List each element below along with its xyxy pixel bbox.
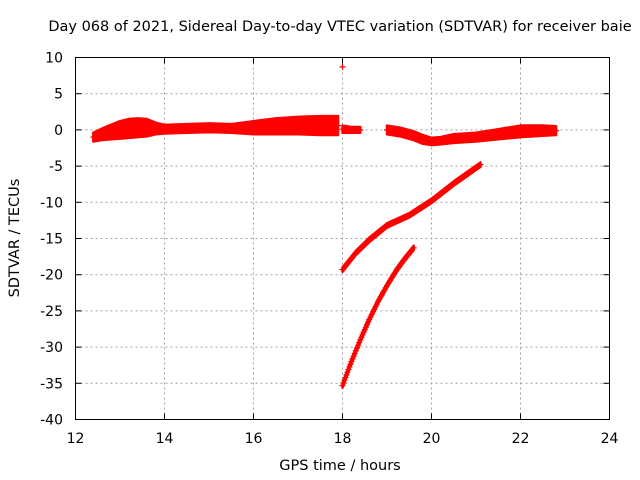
data-point: [357, 126, 364, 133]
chart-title: Day 068 of 2021, Sidereal Day-to-day VTE…: [48, 19, 631, 35]
data-point: [341, 377, 348, 384]
y-axis-label: SDTVAR / TECUs: [7, 179, 23, 298]
data-point: [553, 127, 560, 134]
y-tick-label: -5: [49, 159, 63, 175]
data-point: [353, 345, 360, 352]
y-tick-label: -25: [40, 304, 63, 320]
data-band: [92, 114, 340, 143]
data-point: [402, 130, 409, 137]
y-tick-label: -15: [40, 232, 63, 248]
x-tick-label: 20: [423, 431, 441, 447]
x-tick-label: 24: [601, 431, 619, 447]
data-point: [477, 161, 484, 168]
data-point: [339, 63, 346, 70]
series-band-right: [384, 124, 560, 147]
data-point: [342, 374, 349, 381]
y-tick-label: -35: [40, 376, 63, 392]
data-point: [408, 131, 415, 138]
y-tick-label: 0: [54, 123, 63, 139]
y-tick-label: 5: [54, 87, 63, 103]
y-tick-label: -40: [40, 413, 63, 429]
data-point: [348, 358, 355, 365]
x-tick-label: 22: [512, 431, 530, 447]
data-point: [400, 129, 407, 136]
data-point: [410, 244, 417, 251]
x-tick-label: 12: [67, 431, 85, 447]
data-point: [349, 355, 356, 362]
data-point: [350, 353, 357, 360]
data-point: [347, 361, 354, 368]
x-axis-label: GPS time / hours: [279, 458, 400, 474]
y-tick-label: -20: [40, 268, 63, 284]
data-point: [346, 363, 353, 370]
data-point: [339, 382, 346, 389]
series-band-main: [90, 114, 342, 143]
y-tick-label: -10: [40, 195, 63, 211]
y-tick-label: -30: [40, 340, 63, 356]
data-point: [335, 122, 342, 129]
series-band-short: [339, 124, 364, 135]
data-point: [355, 342, 362, 349]
data-point: [340, 379, 347, 386]
data-point: [397, 129, 404, 136]
series-outlier: [339, 63, 346, 70]
data-point: [352, 347, 359, 354]
data-marks: [90, 63, 560, 389]
y-tick-label: 10: [45, 51, 63, 67]
data-point: [356, 339, 363, 346]
axis-ticks: 12 14 16 18 20 22 24 10 5 0 -5 -10 -15 -20 -25 -30 -35 -4…: [40, 51, 618, 448]
data-point: [345, 366, 352, 373]
x-tick-label: 18: [334, 431, 352, 447]
data-point: [405, 131, 412, 138]
x-tick-label: 16: [245, 431, 263, 447]
series-arc-lower: [339, 244, 417, 389]
data-point: [344, 369, 351, 376]
data-point: [343, 371, 350, 378]
data-point: [351, 350, 358, 357]
x-tick-label: 14: [156, 431, 174, 447]
series-arc-upper: [339, 161, 484, 274]
